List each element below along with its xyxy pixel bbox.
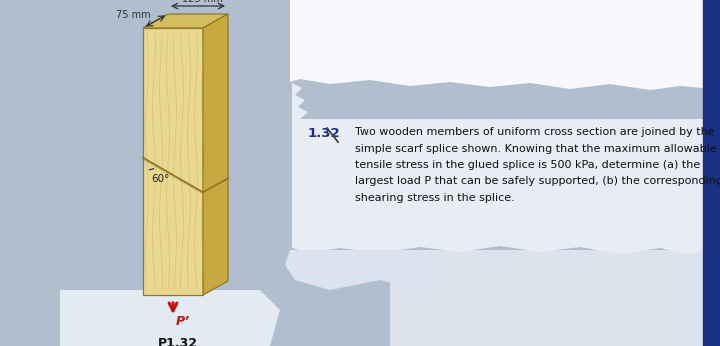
Text: P1.32: P1.32 <box>158 337 198 346</box>
Polygon shape <box>390 250 703 346</box>
Text: P’: P’ <box>176 315 190 328</box>
Text: 75 mm: 75 mm <box>116 10 150 20</box>
Text: tensile stress in the glued splice is 500 kPa, determine (a) the: tensile stress in the glued splice is 50… <box>355 160 701 170</box>
Bar <box>143 28 203 295</box>
Text: largest load P that can be safely supported, (b) the corresponding: largest load P that can be safely suppor… <box>355 176 720 186</box>
Polygon shape <box>143 14 228 28</box>
Polygon shape <box>203 14 228 295</box>
Polygon shape <box>285 250 440 290</box>
Polygon shape <box>292 83 703 255</box>
Text: 125 mm: 125 mm <box>181 0 222 4</box>
Polygon shape <box>60 290 280 346</box>
Bar <box>703 0 720 346</box>
Text: Two wooden members of uniform cross section are joined by the: Two wooden members of uniform cross sect… <box>355 127 715 137</box>
Text: simple scarf splice shown. Knowing that the maximum allowable: simple scarf splice shown. Knowing that … <box>355 144 716 154</box>
Text: 60°: 60° <box>151 174 169 184</box>
Text: 1.32: 1.32 <box>308 127 341 140</box>
Polygon shape <box>290 0 703 90</box>
Text: shearing stress in the splice.: shearing stress in the splice. <box>355 193 515 203</box>
